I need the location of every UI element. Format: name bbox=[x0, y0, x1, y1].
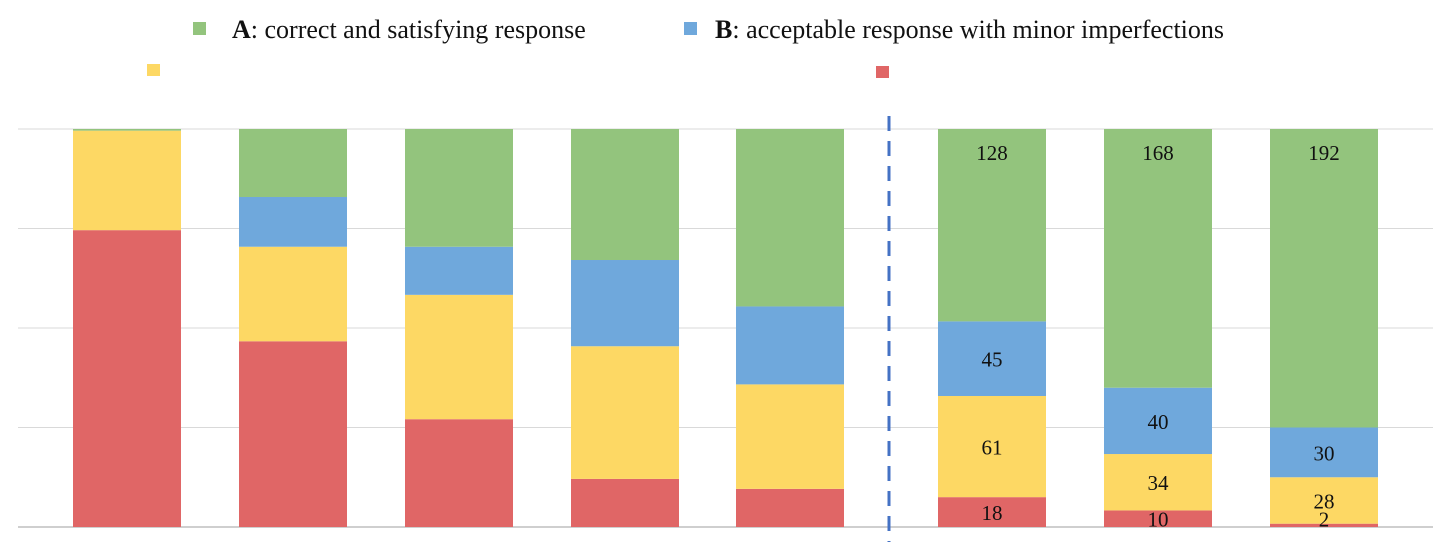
bar-segment-d-7 bbox=[1104, 510, 1212, 527]
legend-swatch-d bbox=[876, 66, 889, 78]
bar-segment-a-8 bbox=[1270, 129, 1378, 428]
bar-segment-b-3 bbox=[405, 246, 513, 295]
bar-segment-a-2 bbox=[239, 129, 347, 197]
bar-segment-a-7 bbox=[1104, 129, 1212, 388]
bar-segment-d-8 bbox=[1270, 523, 1378, 527]
bar-segment-d-1 bbox=[73, 230, 181, 528]
legend-label-a: : correct and satisfying response bbox=[251, 15, 586, 44]
bar-segment-c-4 bbox=[571, 346, 679, 479]
legend-entry-a: A: correct and satisfying response bbox=[232, 15, 586, 44]
bar-segment-c-7 bbox=[1104, 454, 1212, 511]
legend: A: correct and satisfying response B: ac… bbox=[147, 15, 1224, 78]
bar-segment-a-1 bbox=[73, 129, 181, 131]
data-label-a-8: 192 bbox=[1308, 141, 1340, 165]
bar-segment-b-8 bbox=[1270, 427, 1378, 478]
bar-segment-b-2 bbox=[239, 196, 347, 247]
bar-segment-c-3 bbox=[405, 294, 513, 420]
legend-key-a: A bbox=[232, 15, 251, 44]
bar-segment-b-5 bbox=[736, 306, 844, 385]
bar-segment-a-6 bbox=[938, 129, 1046, 322]
data-label-b-7: 40 bbox=[1148, 410, 1169, 434]
data-label-d-8: 2 bbox=[1319, 508, 1330, 532]
data-label-c-8: 28 bbox=[1314, 489, 1335, 513]
bar-segment-d-6 bbox=[938, 497, 1046, 527]
data-labels: 18 61 45 128 10 34 40 168 228 30 192 bbox=[976, 141, 1340, 532]
bar-segment-b-6 bbox=[938, 321, 1046, 396]
legend-entry-b: B: acceptable response with minor imperf… bbox=[715, 15, 1224, 44]
bar-segment-c-8 bbox=[1270, 477, 1378, 524]
bar-segment-b-4 bbox=[571, 260, 679, 347]
bar-segment-b-7 bbox=[1104, 387, 1212, 455]
legend-label-b: : acceptable response with minor imperfe… bbox=[732, 15, 1224, 44]
data-label-d-7: 10 bbox=[1148, 508, 1169, 532]
bar-segment-d-5 bbox=[736, 488, 844, 527]
data-label-c-6: 61 bbox=[982, 436, 1003, 460]
data-label-c-7: 34 bbox=[1148, 471, 1170, 495]
bar-segment-c-1 bbox=[73, 130, 181, 231]
bar-segment-a-3 bbox=[405, 129, 513, 247]
data-label-b-6: 45 bbox=[982, 348, 1003, 372]
data-label-a-6: 128 bbox=[976, 141, 1008, 165]
bar-segment-d-4 bbox=[571, 478, 679, 527]
legend-key-b: B bbox=[715, 15, 732, 44]
data-label-a-7: 168 bbox=[1142, 141, 1174, 165]
bars bbox=[73, 129, 1378, 528]
bar-segment-c-6 bbox=[938, 395, 1046, 498]
gridlines bbox=[18, 128, 1433, 528]
bar-segment-d-2 bbox=[239, 341, 347, 527]
bar-segment-c-5 bbox=[736, 384, 844, 489]
data-label-b-8: 30 bbox=[1314, 441, 1335, 465]
bar-segment-a-4 bbox=[571, 129, 679, 261]
bar-segment-c-2 bbox=[239, 246, 347, 342]
legend-swatch-c bbox=[147, 64, 160, 76]
data-label-d-6: 18 bbox=[982, 501, 1003, 525]
legend-swatch-b bbox=[684, 22, 697, 35]
bar-segment-a-5 bbox=[736, 129, 844, 307]
legend-swatch-a bbox=[193, 22, 206, 35]
bar-segment-d-3 bbox=[405, 419, 513, 527]
